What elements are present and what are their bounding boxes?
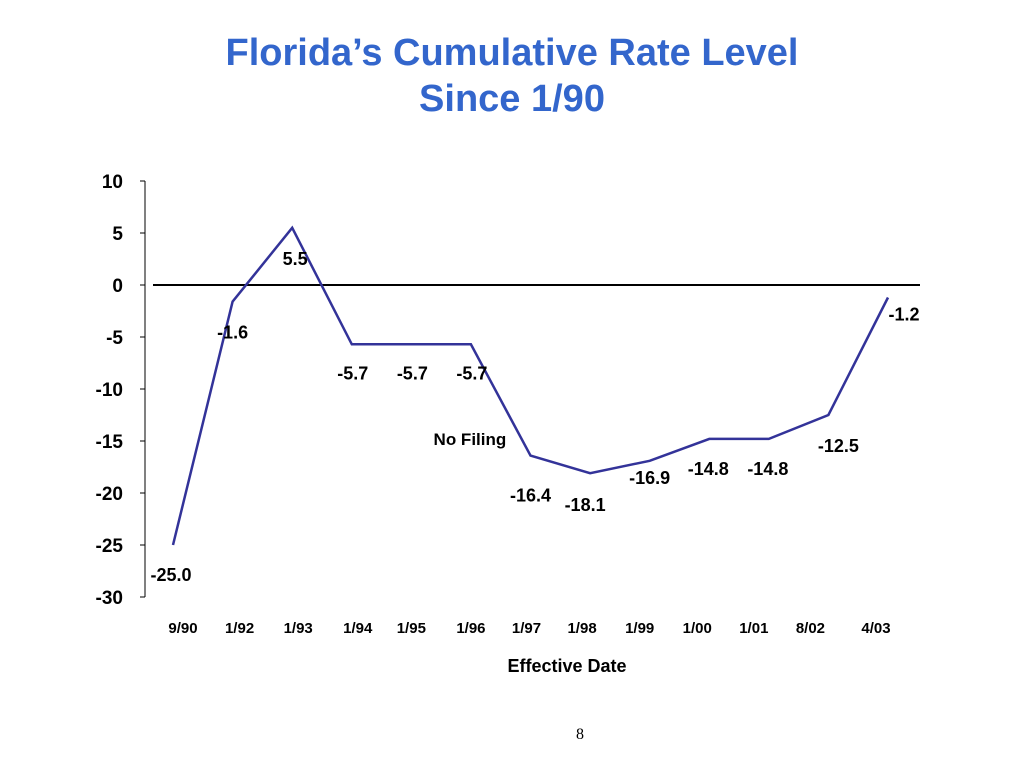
x-tick-label: 1/94 <box>343 620 373 637</box>
x-tick-label: 1/99 <box>625 620 654 637</box>
slide-title-line-2: Since 1/90 <box>419 78 605 120</box>
x-tick-label: 1/97 <box>512 620 541 637</box>
y-tick-label: -5 <box>106 328 123 349</box>
x-tick-label: 1/00 <box>683 620 712 637</box>
data-label: -14.8 <box>688 459 729 479</box>
x-tick-label: 1/98 <box>567 620 596 637</box>
x-tick-label: 1/95 <box>397 620 426 637</box>
y-tick-label: -20 <box>96 484 123 505</box>
data-label: -16.9 <box>629 468 670 488</box>
annotation-no-filing: No Filing <box>434 430 507 449</box>
y-tick-label: -10 <box>96 380 123 401</box>
y-tick-label: -25 <box>96 536 124 557</box>
page-number: 8 <box>576 726 584 743</box>
series-line <box>171 225 890 546</box>
data-label: -1.6 <box>217 323 248 343</box>
data-label: -18.1 <box>565 495 606 515</box>
data-label: 5.5 <box>283 249 308 269</box>
y-tick-label: -15 <box>96 432 124 453</box>
x-tick-label: 8/02 <box>796 620 825 637</box>
data-label: -5.7 <box>397 363 428 383</box>
x-tick-label: 1/93 <box>284 620 313 637</box>
data-label: -25.0 <box>150 565 191 585</box>
x-tick-label: 1/92 <box>225 620 254 637</box>
y-tick-label: 0 <box>112 276 123 297</box>
x-tick-label: 1/01 <box>739 620 768 637</box>
y-tick-label: 5 <box>112 224 123 245</box>
y-tick-label: -30 <box>96 588 123 609</box>
x-tick-label: 9/90 <box>168 620 197 637</box>
data-label: -12.5 <box>818 436 859 456</box>
data-label: -16.4 <box>510 486 551 506</box>
data-label: -14.8 <box>747 459 788 479</box>
x-axis-title: Effective Date <box>507 656 627 676</box>
x-tick-label: 4/03 <box>861 620 890 637</box>
data-label: -1.2 <box>888 304 919 324</box>
x-tick-label: 1/96 <box>456 620 485 637</box>
slide-title: Florida’s Cumulative Rate Level Since 1/… <box>0 30 1024 122</box>
data-label: -5.7 <box>337 363 368 383</box>
data-label: -5.7 <box>456 363 487 383</box>
slide-title-line-1: Florida’s Cumulative Rate Level <box>225 32 799 74</box>
y-tick-label: 10 <box>102 172 123 193</box>
